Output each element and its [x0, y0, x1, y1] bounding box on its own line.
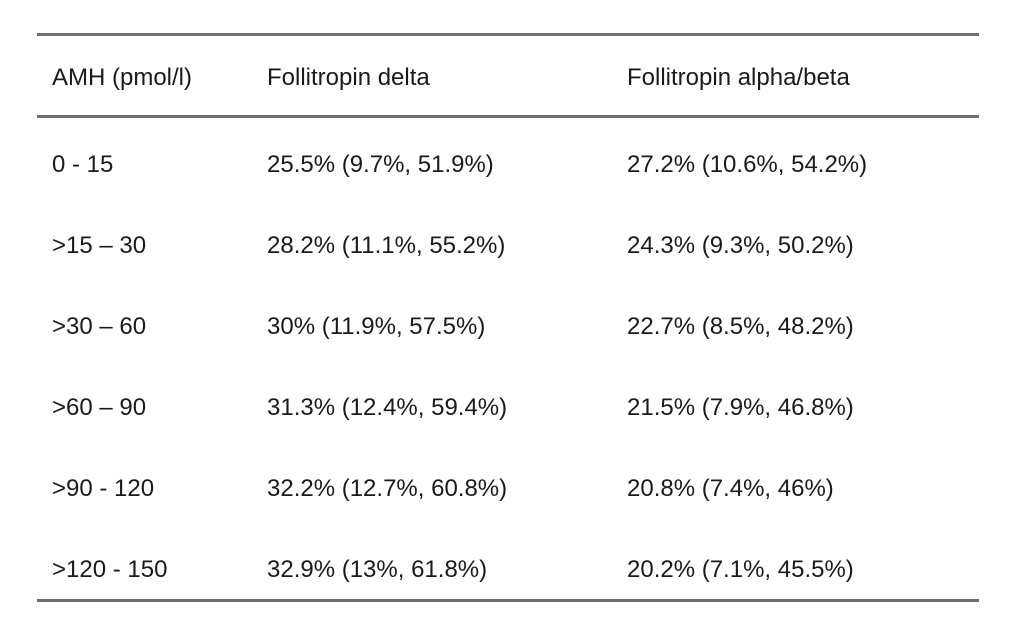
cell-follitropin-alpha-beta: 20.2% (7.1%, 45.5%)	[627, 556, 854, 583]
cell-follitropin-alpha-beta: 22.7% (8.5%, 48.2%)	[627, 313, 854, 340]
table-top-rule	[37, 33, 979, 36]
table-bottom-rule	[37, 599, 979, 602]
cell-follitropin-delta: 30% (11.9%, 57.5%)	[267, 313, 486, 340]
cell-follitropin-delta: 31.3% (12.4%, 59.4%)	[267, 394, 508, 421]
table-row: >30 – 60 30% (11.9%, 57.5%) 22.7% (8.5%,…	[37, 313, 979, 393]
cell-amh: >60 – 90	[52, 394, 147, 421]
table-body: 0 - 15 25.5% (9.7%, 51.9%) 27.2% (10.6%,…	[37, 118, 979, 583]
cell-follitropin-delta: 28.2% (11.1%, 55.2%)	[267, 232, 506, 259]
cell-follitropin-alpha-beta: 21.5% (7.9%, 46.8%)	[627, 394, 854, 421]
cell-follitropin-delta: 32.2% (12.7%, 60.8%)	[267, 475, 508, 502]
table-row: >60 – 90 31.3% (12.4%, 59.4%) 21.5% (7.9…	[37, 394, 979, 474]
table-row: >15 – 30 28.2% (11.1%, 55.2%) 24.3% (9.3…	[37, 232, 979, 312]
table-row: 0 - 15 25.5% (9.7%, 51.9%) 27.2% (10.6%,…	[37, 151, 979, 231]
results-table: AMH (pmol/l) Follitropin delta Follitrop…	[37, 33, 979, 602]
cell-amh: >30 – 60	[52, 313, 147, 340]
table-header-row: AMH (pmol/l) Follitropin delta Follitrop…	[37, 36, 979, 115]
table-row: >120 - 150 32.9% (13%, 61.8%) 20.2% (7.1…	[37, 556, 979, 636]
table-header-rule	[37, 115, 979, 118]
cell-amh: >15 – 30	[52, 232, 147, 259]
header-follitropin-delta: Follitropin delta	[267, 64, 430, 91]
cell-follitropin-alpha-beta: 27.2% (10.6%, 54.2%)	[627, 151, 868, 178]
table-row: >90 - 120 32.2% (12.7%, 60.8%) 20.8% (7.…	[37, 475, 979, 555]
header-follitropin-alpha-beta: Follitropin alpha/beta	[627, 64, 850, 91]
cell-follitropin-delta: 32.9% (13%, 61.8%)	[267, 556, 488, 583]
cell-amh: >90 - 120	[52, 475, 155, 502]
cell-amh: >120 - 150	[52, 556, 168, 583]
cell-follitropin-alpha-beta: 24.3% (9.3%, 50.2%)	[627, 232, 854, 259]
header-amh: AMH (pmol/l)	[52, 64, 193, 91]
cell-follitropin-delta: 25.5% (9.7%, 51.9%)	[267, 151, 494, 178]
cell-amh: 0 - 15	[52, 151, 114, 178]
cell-follitropin-alpha-beta: 20.8% (7.4%, 46%)	[627, 475, 834, 502]
